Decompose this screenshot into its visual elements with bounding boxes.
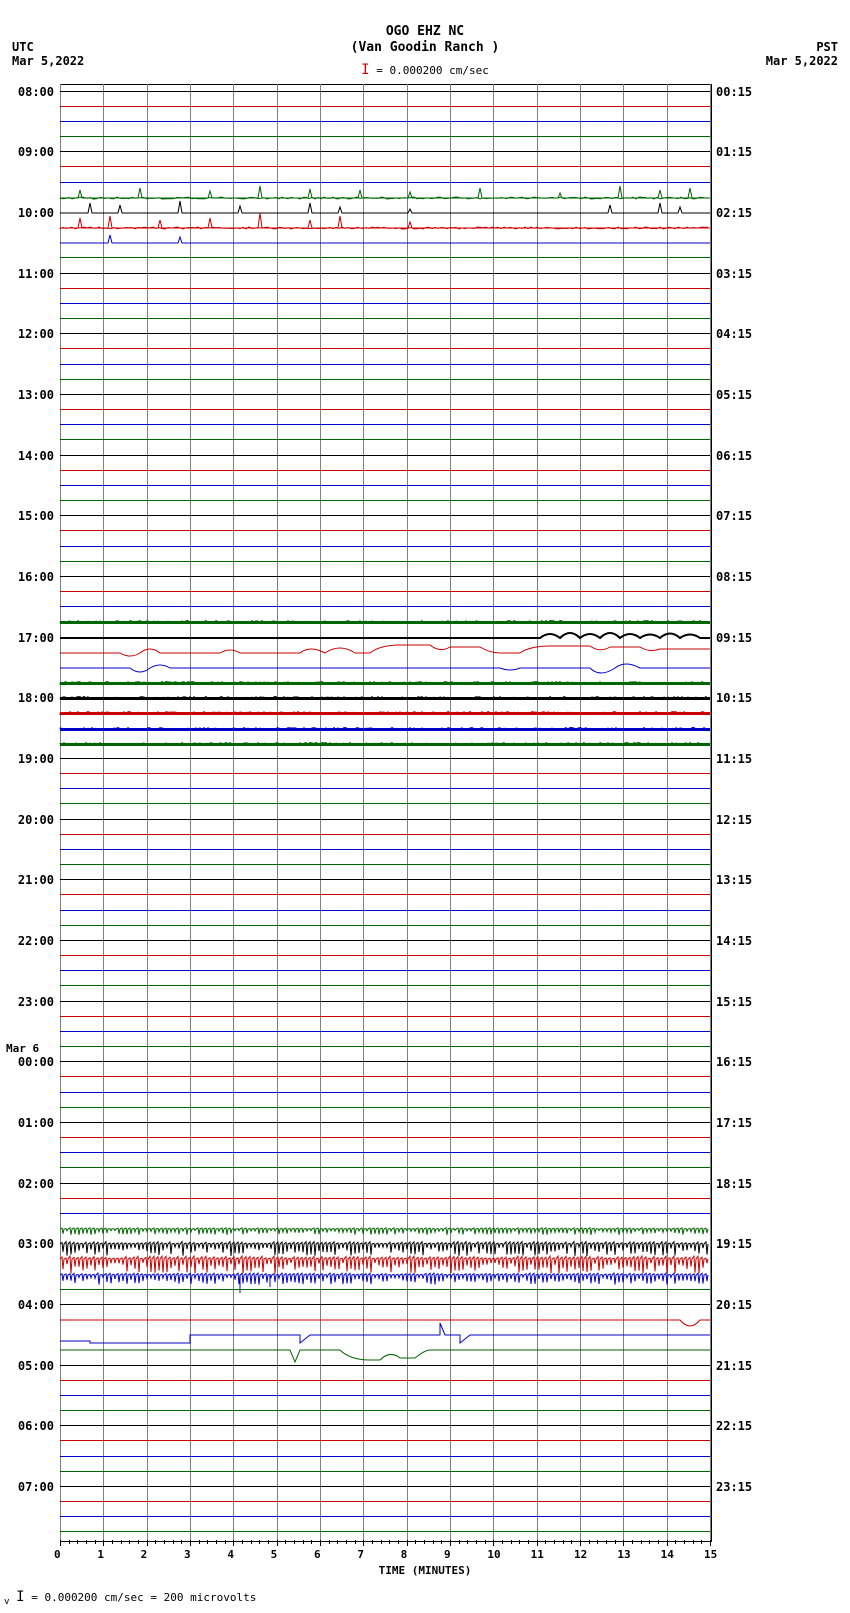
right-time-label: 13:15 xyxy=(716,873,752,887)
x-tick-label: 12 xyxy=(574,1548,587,1561)
left-time-label: 04:00 xyxy=(4,1298,54,1312)
right-time-label: 20:15 xyxy=(716,1298,752,1312)
right-time-label: 15:15 xyxy=(716,995,752,1009)
right-time-label: 21:15 xyxy=(716,1359,752,1373)
utc-date: Mar 5,2022 xyxy=(12,54,84,68)
scale-legend: I = 0.000200 cm/sec xyxy=(0,62,850,78)
x-tick-label: 6 xyxy=(314,1548,321,1561)
station-subtitle: (Van Goodin Ranch ) xyxy=(0,40,850,55)
helicorder-container: OGO EHZ NC (Van Goodin Ranch ) I = 0.000… xyxy=(0,0,850,1613)
left-time-label: 14:00 xyxy=(4,449,54,463)
left-time-label: 17:00 xyxy=(4,631,54,645)
right-time-label: 05:15 xyxy=(716,388,752,402)
left-time-label: 11:00 xyxy=(4,267,54,281)
x-tick-label: 9 xyxy=(444,1548,451,1561)
right-time-label: 01:15 xyxy=(716,145,752,159)
left-time-label: 16:00 xyxy=(4,570,54,584)
left-time-label: 23:00 xyxy=(4,995,54,1009)
day-change-label: Mar 6 xyxy=(6,1042,39,1055)
x-axis-title: TIME (MINUTES) xyxy=(0,1564,850,1577)
left-time-label: 15:00 xyxy=(4,509,54,523)
x-tick-label: 13 xyxy=(617,1548,630,1561)
x-tick-label: 0 xyxy=(54,1548,61,1561)
right-time-label: 07:15 xyxy=(716,509,752,523)
right-time-label: 18:15 xyxy=(716,1177,752,1191)
left-time-label: 18:00 xyxy=(4,691,54,705)
right-time-label: 08:15 xyxy=(716,570,752,584)
right-time-label: 06:15 xyxy=(716,449,752,463)
right-time-label: 22:15 xyxy=(716,1419,752,1433)
x-tick-label: 3 xyxy=(184,1548,191,1561)
utc-label: UTC xyxy=(12,40,34,54)
right-time-label: 16:15 xyxy=(716,1055,752,1069)
x-tick-label: 14 xyxy=(661,1548,674,1561)
station-title: OGO EHZ NC xyxy=(0,24,850,39)
right-time-label: 19:15 xyxy=(716,1237,752,1251)
left-time-label: 10:00 xyxy=(4,206,54,220)
left-time-label: 02:00 xyxy=(4,1177,54,1191)
pst-date: Mar 5,2022 xyxy=(766,54,838,68)
right-time-label: 12:15 xyxy=(716,813,752,827)
left-time-label: 03:00 xyxy=(4,1237,54,1251)
right-time-label: 09:15 xyxy=(716,631,752,645)
left-time-label: 22:00 xyxy=(4,934,54,948)
left-time-label: 21:00 xyxy=(4,873,54,887)
left-time-label: 07:00 xyxy=(4,1480,54,1494)
right-time-label: 04:15 xyxy=(716,327,752,341)
x-tick-label: 7 xyxy=(357,1548,364,1561)
left-time-label: 09:00 xyxy=(4,145,54,159)
left-time-label: 20:00 xyxy=(4,813,54,827)
x-tick-label: 4 xyxy=(227,1548,234,1561)
x-tick-label: 8 xyxy=(401,1548,408,1561)
right-time-label: 17:15 xyxy=(716,1116,752,1130)
left-time-label: 06:00 xyxy=(4,1419,54,1433)
left-time-label: 05:00 xyxy=(4,1359,54,1373)
x-tick-label: 5 xyxy=(271,1548,278,1561)
right-time-label: 03:15 xyxy=(716,267,752,281)
x-tick-label: 2 xyxy=(141,1548,148,1561)
left-time-label: 13:00 xyxy=(4,388,54,402)
bottom-scale-note: v I = 0.000200 cm/sec = 200 microvolts xyxy=(4,1589,256,1607)
left-time-label: 00:00 xyxy=(4,1055,54,1069)
right-time-label: 11:15 xyxy=(716,752,752,766)
right-time-label: 23:15 xyxy=(716,1480,752,1494)
left-time-label: 01:00 xyxy=(4,1116,54,1130)
right-time-label: 10:15 xyxy=(716,691,752,705)
right-time-label: 14:15 xyxy=(716,934,752,948)
right-time-label: 00:15 xyxy=(716,85,752,99)
x-tick-label: 1 xyxy=(97,1548,104,1561)
left-time-label: 08:00 xyxy=(4,85,54,99)
x-tick-label: 15 xyxy=(704,1548,717,1561)
helicorder-plot xyxy=(60,84,710,1540)
x-tick-label: 10 xyxy=(487,1548,500,1561)
x-tick-label: 11 xyxy=(531,1548,544,1561)
left-time-label: 19:00 xyxy=(4,752,54,766)
left-time-label: 12:00 xyxy=(4,327,54,341)
pst-label: PST xyxy=(816,40,838,54)
right-time-label: 02:15 xyxy=(716,206,752,220)
